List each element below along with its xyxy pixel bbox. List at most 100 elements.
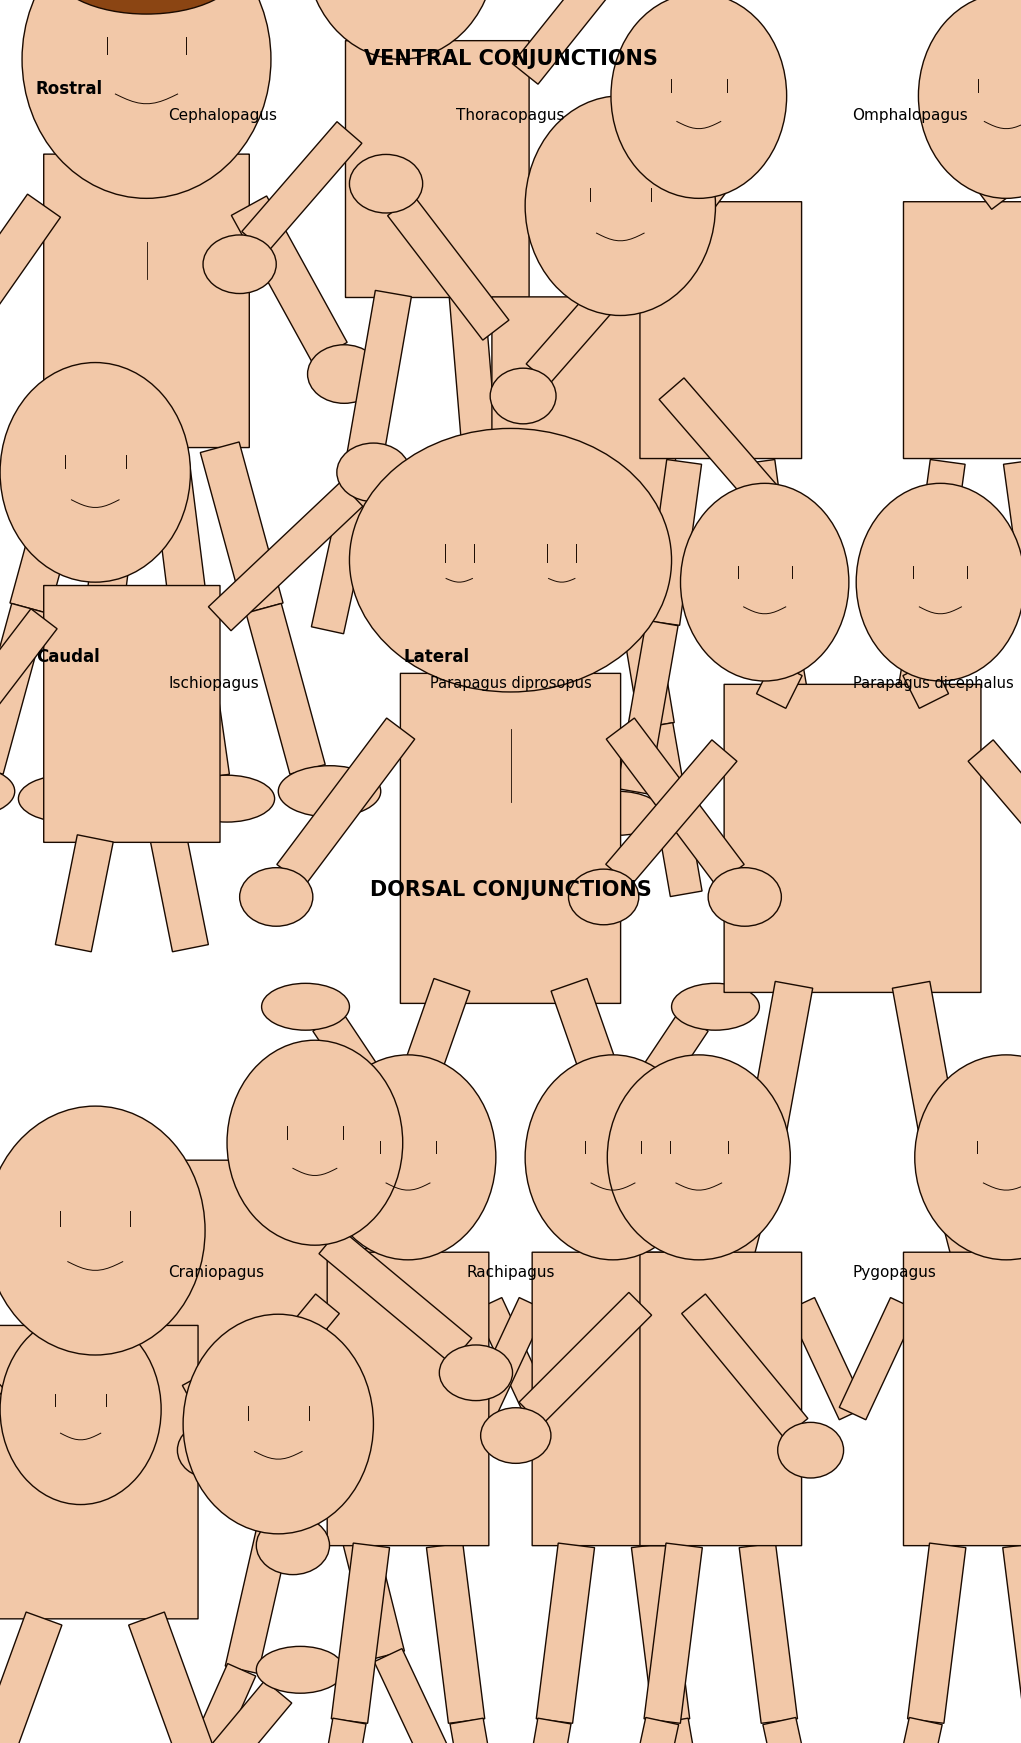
Ellipse shape bbox=[307, 345, 381, 403]
Ellipse shape bbox=[681, 483, 848, 682]
Polygon shape bbox=[200, 443, 283, 614]
Polygon shape bbox=[475, 1297, 553, 1421]
Text: Rachipagus: Rachipagus bbox=[467, 1265, 554, 1281]
Polygon shape bbox=[703, 1142, 782, 1319]
Ellipse shape bbox=[261, 983, 349, 1030]
Polygon shape bbox=[331, 1543, 390, 1724]
Polygon shape bbox=[909, 460, 965, 626]
Polygon shape bbox=[839, 1297, 917, 1421]
Text: Craniopagus: Craniopagus bbox=[168, 1265, 264, 1281]
Ellipse shape bbox=[525, 1055, 700, 1260]
Polygon shape bbox=[903, 661, 949, 708]
FancyBboxPatch shape bbox=[234, 1248, 396, 1506]
Polygon shape bbox=[605, 1011, 709, 1142]
Polygon shape bbox=[644, 1543, 702, 1724]
Ellipse shape bbox=[18, 776, 113, 823]
Ellipse shape bbox=[525, 96, 716, 315]
Ellipse shape bbox=[744, 492, 818, 549]
Polygon shape bbox=[908, 1543, 966, 1724]
Ellipse shape bbox=[959, 1312, 1021, 1360]
Text: Ischiopagus: Ischiopagus bbox=[168, 676, 259, 692]
Ellipse shape bbox=[0, 1107, 205, 1354]
Polygon shape bbox=[55, 835, 113, 952]
Ellipse shape bbox=[305, 0, 496, 59]
Polygon shape bbox=[213, 1293, 339, 1438]
Ellipse shape bbox=[7, 1170, 81, 1225]
Text: Parapagus diprosopus: Parapagus diprosopus bbox=[430, 676, 591, 692]
Polygon shape bbox=[654, 1719, 718, 1743]
Text: DORSAL CONJUNCTIONS: DORSAL CONJUNCTIONS bbox=[370, 880, 651, 899]
Polygon shape bbox=[970, 159, 1021, 209]
Polygon shape bbox=[346, 291, 411, 465]
Ellipse shape bbox=[337, 443, 410, 502]
Ellipse shape bbox=[575, 791, 663, 835]
Polygon shape bbox=[631, 1543, 690, 1724]
FancyBboxPatch shape bbox=[904, 202, 1021, 458]
Text: VENTRAL CONJUNCTIONS: VENTRAL CONJUNCTIONS bbox=[363, 49, 658, 68]
Ellipse shape bbox=[919, 0, 1021, 199]
Ellipse shape bbox=[0, 363, 191, 582]
Polygon shape bbox=[519, 1292, 651, 1426]
Polygon shape bbox=[174, 621, 230, 779]
Polygon shape bbox=[684, 159, 735, 209]
FancyBboxPatch shape bbox=[345, 40, 529, 298]
Text: Lateral: Lateral bbox=[403, 648, 470, 666]
FancyBboxPatch shape bbox=[37, 1211, 184, 1373]
Polygon shape bbox=[169, 1663, 255, 1743]
Polygon shape bbox=[682, 1293, 808, 1438]
Polygon shape bbox=[508, 1719, 571, 1743]
Ellipse shape bbox=[256, 1647, 344, 1692]
Polygon shape bbox=[0, 603, 47, 774]
Polygon shape bbox=[0, 1365, 5, 1499]
Polygon shape bbox=[873, 1717, 942, 1743]
Polygon shape bbox=[183, 1368, 294, 1532]
Polygon shape bbox=[892, 981, 959, 1149]
Ellipse shape bbox=[183, 1314, 374, 1534]
Polygon shape bbox=[385, 1293, 494, 1403]
FancyBboxPatch shape bbox=[532, 1251, 694, 1546]
Polygon shape bbox=[763, 1717, 832, 1743]
Polygon shape bbox=[788, 1297, 866, 1421]
Polygon shape bbox=[526, 248, 651, 383]
FancyBboxPatch shape bbox=[492, 296, 676, 554]
Polygon shape bbox=[427, 1543, 485, 1724]
Polygon shape bbox=[551, 978, 638, 1138]
Ellipse shape bbox=[439, 1346, 513, 1401]
Polygon shape bbox=[63, 621, 119, 779]
Polygon shape bbox=[150, 444, 209, 626]
Ellipse shape bbox=[321, 1055, 496, 1260]
Text: Rostral: Rostral bbox=[36, 80, 103, 98]
Text: Parapagus dicephalus: Parapagus dicephalus bbox=[853, 676, 1013, 692]
FancyBboxPatch shape bbox=[44, 586, 220, 842]
Polygon shape bbox=[605, 739, 737, 885]
Polygon shape bbox=[388, 195, 508, 340]
Ellipse shape bbox=[481, 1408, 551, 1464]
Polygon shape bbox=[468, 1297, 546, 1421]
Polygon shape bbox=[764, 621, 825, 795]
Polygon shape bbox=[383, 978, 470, 1138]
FancyBboxPatch shape bbox=[0, 1325, 198, 1619]
Polygon shape bbox=[246, 603, 326, 774]
Polygon shape bbox=[645, 460, 701, 626]
Polygon shape bbox=[968, 739, 1021, 885]
Polygon shape bbox=[53, 1189, 159, 1257]
Polygon shape bbox=[192, 1680, 292, 1743]
Polygon shape bbox=[84, 444, 143, 626]
Polygon shape bbox=[277, 718, 415, 885]
Polygon shape bbox=[226, 1504, 295, 1673]
Polygon shape bbox=[0, 1612, 62, 1743]
Ellipse shape bbox=[607, 1055, 790, 1260]
Ellipse shape bbox=[490, 368, 556, 424]
Polygon shape bbox=[129, 1612, 223, 1743]
Polygon shape bbox=[449, 293, 498, 471]
Polygon shape bbox=[501, 716, 556, 889]
Polygon shape bbox=[242, 122, 361, 253]
Text: Pygopagus: Pygopagus bbox=[853, 1265, 936, 1281]
Ellipse shape bbox=[240, 868, 312, 926]
Ellipse shape bbox=[279, 765, 381, 817]
Text: Cephalopagus: Cephalopagus bbox=[168, 108, 278, 124]
FancyBboxPatch shape bbox=[724, 685, 981, 992]
FancyBboxPatch shape bbox=[153, 1161, 330, 1394]
Ellipse shape bbox=[915, 1055, 1021, 1260]
Polygon shape bbox=[740, 460, 796, 626]
